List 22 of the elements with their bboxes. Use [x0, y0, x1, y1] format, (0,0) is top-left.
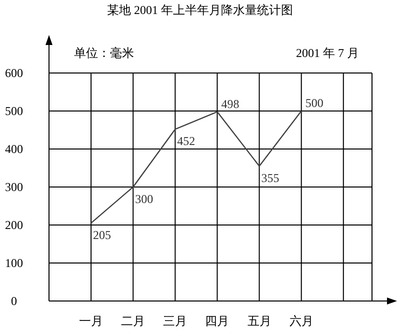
ytick: 400: [5, 142, 23, 156]
xtick: 三月: [163, 314, 188, 328]
ytick: 500: [5, 104, 23, 118]
ytick: 300: [5, 180, 23, 194]
data-label: 498: [221, 96, 240, 111]
annotation: 单位：毫米: [74, 46, 134, 60]
xtick: 六月: [289, 314, 314, 328]
data-label: 355: [261, 171, 280, 186]
xtick: 二月: [121, 314, 146, 328]
annotation: 2001 年 7 月: [296, 46, 359, 60]
title: 某地 2001 年上半年月降水量统计图: [107, 3, 293, 17]
xtick: 四月: [205, 314, 230, 328]
ytick: 600: [5, 66, 23, 80]
ytick: 0: [11, 294, 17, 308]
xtick: 一月: [79, 314, 104, 328]
ytick: 100: [5, 256, 23, 270]
data-label: 452: [177, 134, 196, 148]
data-label: 205: [93, 228, 112, 242]
xtick: 五月: [247, 314, 272, 328]
data-label: 300: [135, 192, 154, 206]
ytick: 200: [5, 218, 23, 232]
data-label: 500: [305, 96, 324, 110]
